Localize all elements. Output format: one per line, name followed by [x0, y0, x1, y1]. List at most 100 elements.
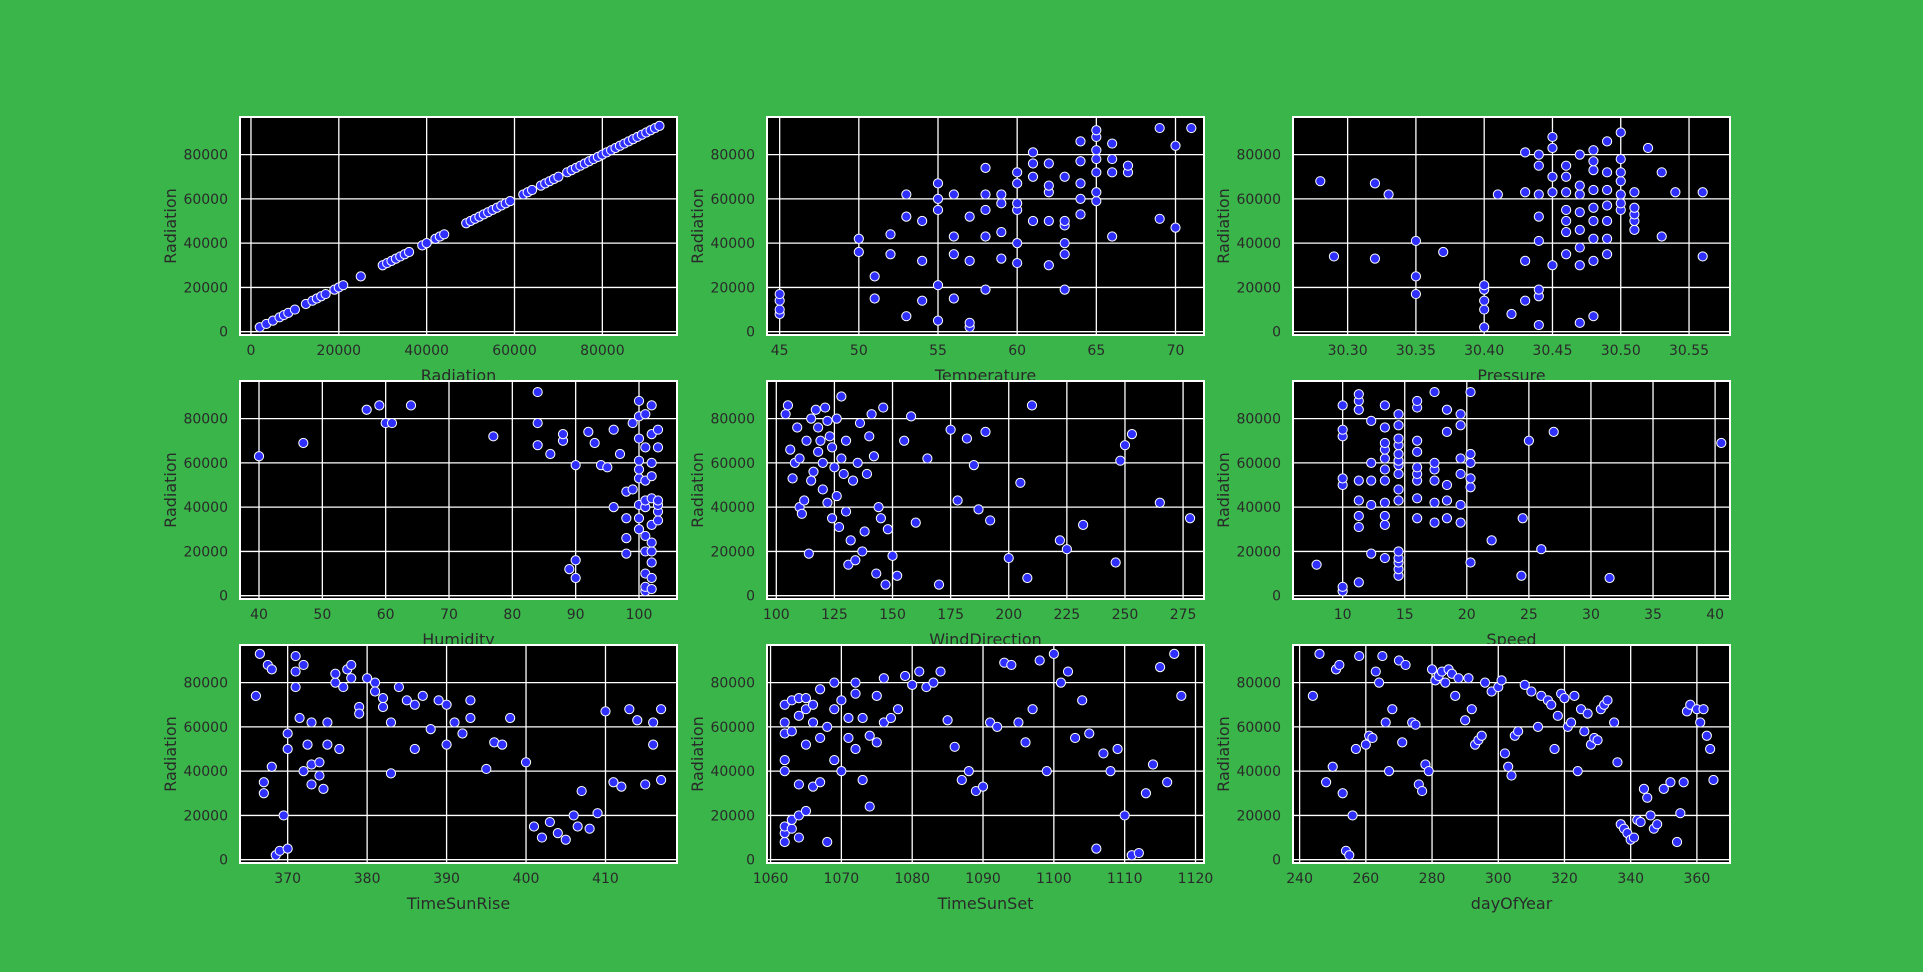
- scatter-point: [624, 704, 635, 715]
- scatter-point: [1465, 557, 1476, 568]
- scatter-point: [800, 693, 812, 704]
- y-axis-label: Radiation: [161, 716, 180, 792]
- scatter-point: [980, 189, 991, 200]
- scatter-point: [1170, 140, 1181, 151]
- scatter-point: [1012, 178, 1023, 189]
- y-axis-label: Radiation: [688, 188, 707, 264]
- scatter-point: [570, 460, 581, 471]
- scatter-point: [850, 555, 861, 566]
- scatter-point: [1602, 695, 1613, 706]
- scatter-point: [977, 781, 989, 792]
- plot-area: [240, 645, 677, 863]
- scatter-point: [646, 537, 657, 548]
- scatter-point: [1588, 165, 1599, 176]
- scatter-point: [648, 739, 659, 750]
- plot-area: [240, 381, 677, 599]
- scatter-point: [964, 317, 975, 328]
- scatter-point: [1383, 189, 1394, 200]
- scatter-point: [824, 431, 835, 442]
- scatter-point: [806, 475, 817, 486]
- x-tick-label: 240: [1286, 871, 1313, 887]
- scatter-point: [1520, 255, 1531, 266]
- x-tick-label: 20: [1458, 607, 1476, 623]
- y-tick-label: 80000: [1236, 148, 1281, 164]
- scatter-point: [1574, 242, 1585, 253]
- scatter-point: [1652, 819, 1663, 830]
- scatter-point: [1604, 572, 1615, 584]
- x-axis-label: TimeSunRise: [406, 894, 510, 913]
- scatter-point: [952, 495, 963, 506]
- x-tick-label: 30.50: [1601, 343, 1641, 359]
- scatter-point: [1429, 497, 1440, 508]
- scatter-point: [1547, 187, 1558, 198]
- scatter-point: [409, 699, 420, 710]
- scatter-point: [627, 484, 638, 495]
- scatter-point: [633, 395, 645, 407]
- scatter-point: [258, 777, 269, 788]
- scatter-point: [544, 816, 555, 828]
- scatter-point: [532, 440, 543, 451]
- scatter-point: [614, 448, 626, 460]
- y-tick-label: 0: [219, 325, 228, 341]
- plot-frame: [766, 644, 1205, 864]
- subplot-7: 370 380 390 400 410 0 20000 40000 60000 80000 Time…: [161, 644, 678, 913]
- scatter-point: [1410, 288, 1422, 300]
- scatter-point: [822, 415, 833, 426]
- scatter-point: [334, 743, 345, 755]
- scatter-point: [1615, 167, 1626, 178]
- scatter-point: [857, 546, 868, 557]
- scatter-point: [785, 444, 796, 455]
- scatter-point: [1441, 479, 1453, 491]
- y-tick-label: 60000: [183, 720, 228, 736]
- scatter-point: [1119, 440, 1131, 451]
- scatter-point: [1186, 122, 1197, 134]
- scatter-point: [1588, 311, 1599, 322]
- scatter-point: [1379, 552, 1390, 564]
- scatter-point: [330, 668, 341, 679]
- scatter-point: [417, 690, 428, 702]
- x-tick-label: 70: [440, 607, 458, 623]
- scatter-point: [803, 548, 814, 559]
- scatter-point: [1379, 453, 1390, 464]
- scatter-point: [1366, 548, 1377, 559]
- scatter-point: [1465, 386, 1476, 398]
- scatter-point: [385, 717, 397, 728]
- scatter-point: [361, 404, 372, 415]
- plot-frame: [239, 644, 678, 864]
- scatter-point: [980, 204, 991, 216]
- scatter-point: [1393, 468, 1404, 480]
- y-tick-label: 60000: [1236, 720, 1281, 736]
- y-tick-label: 40000: [1236, 764, 1281, 780]
- scatter-point: [847, 475, 859, 486]
- scatter-point: [838, 468, 849, 480]
- scatter-point: [258, 788, 269, 799]
- scatter-point: [1393, 448, 1404, 460]
- scatter-point: [1476, 730, 1487, 741]
- scatter-point: [1417, 785, 1428, 797]
- scatter-point: [646, 546, 657, 557]
- scatter-point: [1370, 666, 1381, 677]
- subplot-8: 1060 1070 1080 1090 1100 1110 1120 0 20000 40000 6…: [688, 644, 1213, 913]
- scatter-point: [1533, 235, 1544, 247]
- scatter-point: [1574, 149, 1585, 160]
- y-tick-label: 60000: [710, 456, 755, 472]
- x-tick-label: 200: [995, 607, 1022, 623]
- x-tick-label: 1110: [1107, 871, 1143, 887]
- scatter-point: [813, 446, 824, 457]
- scatter-point: [403, 246, 415, 258]
- scatter-point: [1091, 145, 1102, 156]
- scatter-point: [932, 315, 944, 326]
- scatter-point: [298, 659, 309, 671]
- scatter-point: [1393, 495, 1404, 506]
- scatter-point: [1486, 535, 1497, 546]
- x-tick-label: 30: [1582, 607, 1600, 623]
- scatter-point: [1112, 743, 1123, 755]
- y-tick-label: 80000: [183, 148, 228, 164]
- scatter-point: [346, 659, 357, 671]
- scatter-point: [1043, 158, 1054, 169]
- scatter-point: [1592, 735, 1603, 746]
- x-tick-label: 90: [567, 607, 585, 623]
- scatter-point: [948, 189, 959, 200]
- scatter-point: [386, 417, 398, 429]
- scatter-point: [1601, 184, 1613, 196]
